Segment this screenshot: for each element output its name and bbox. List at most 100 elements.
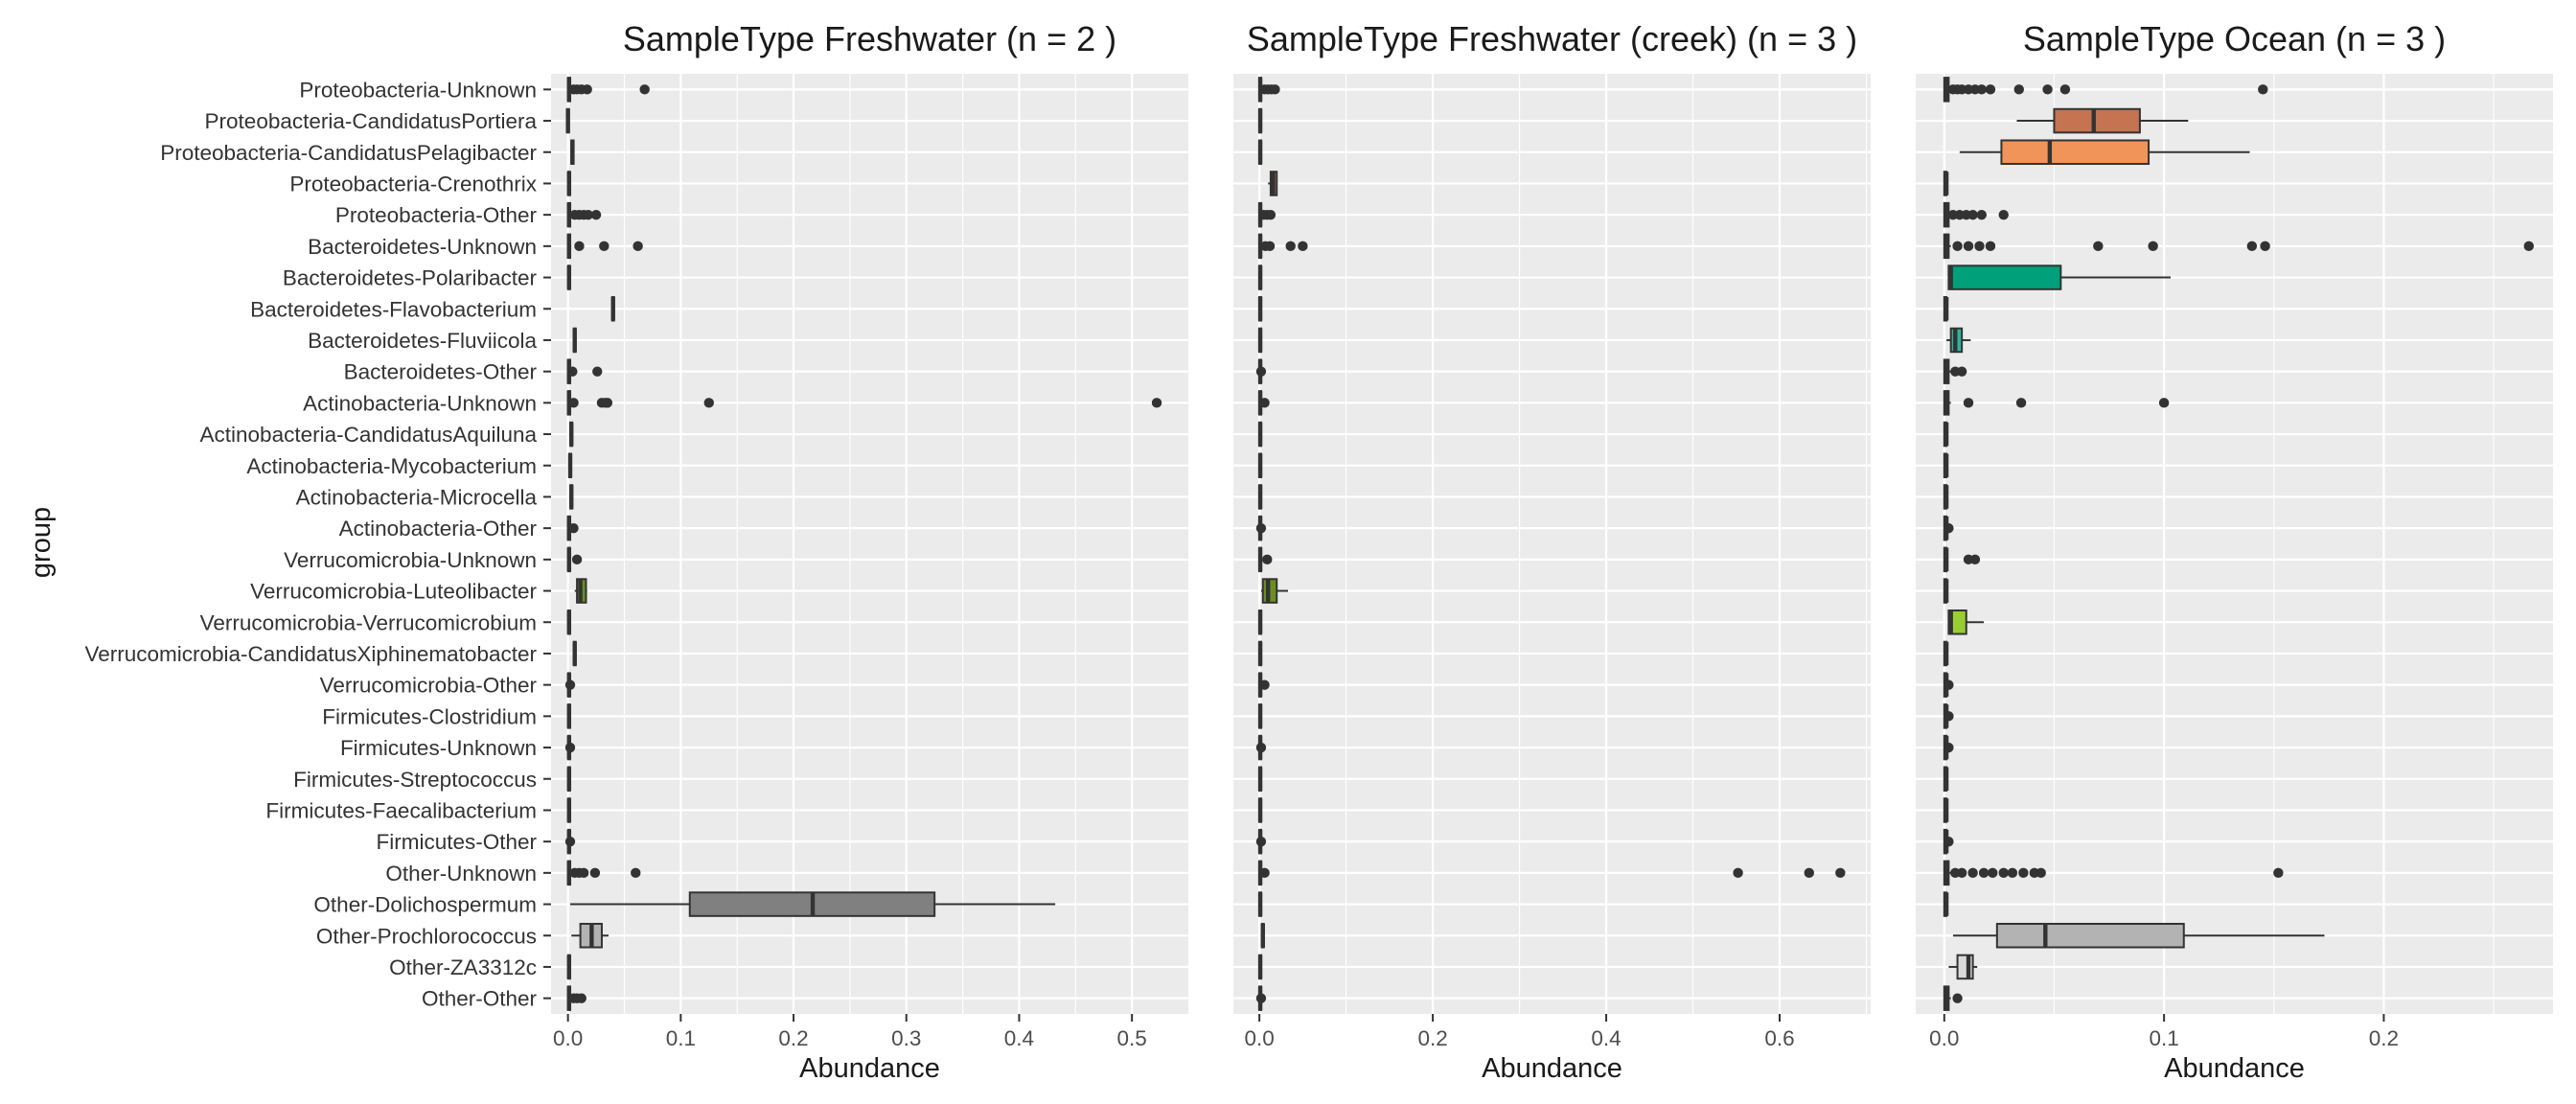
boxplot-bacteroidetes-unknown	[1943, 233, 2534, 260]
outlier-point	[568, 522, 579, 534]
boxplot-firmicutes-streptococcus	[1943, 766, 1949, 793]
outlier-point	[1988, 867, 1998, 879]
y-tick-label: Proteobacteria-CandidatusPortiera	[205, 109, 538, 133]
boxplot-actinobacteria-other	[566, 515, 579, 541]
outlier-point	[1733, 867, 1743, 879]
boxplot-actinobacteria-unknown	[1943, 390, 2170, 416]
outlier-point	[1151, 398, 1162, 408]
x-tick-label: 0.1	[2149, 1026, 2178, 1050]
boxplot-proteobacteria-unknown	[566, 77, 650, 103]
y-tick-label: Other-Prochlorococcus	[316, 924, 537, 948]
outlier-point	[2013, 84, 2024, 95]
outlier-point	[1255, 742, 1267, 753]
boxplot-proteobacteria-unknown	[1257, 77, 1280, 103]
boxplot-other-dolichospermum	[1943, 891, 1949, 917]
outlier-point	[1974, 241, 1985, 252]
outlier-point	[582, 84, 592, 95]
outlier-point	[1265, 209, 1276, 220]
x-tick-label: 0.0	[553, 1026, 583, 1050]
boxplot-actinobacteria-microcella	[1943, 484, 1949, 510]
facet-panels: SampleType Freshwater (n = 2 ) 0.0 0.1 0.2 0…	[551, 19, 2553, 1084]
x-tick-label: 0.0	[1929, 1026, 1959, 1050]
panel-background	[1233, 74, 1871, 1014]
outlier-point	[2036, 867, 2046, 879]
outlier-point	[1998, 867, 2009, 879]
boxplot-firmicutes-other	[1255, 828, 1267, 855]
facet-panel: SampleType Ocean (n = 3 ) 0.0 0.1 0.2 Abunda…	[1916, 19, 2553, 1084]
boxplot-other-za3312c	[566, 954, 572, 980]
x-tick-label: 0.3	[891, 1026, 921, 1050]
boxplot-other-unknown	[1257, 860, 1846, 886]
outlier-point	[576, 993, 586, 1003]
boxplot-proteobacteria-crenothrix	[1268, 171, 1278, 196]
outlier-point	[1835, 867, 1846, 879]
outlier-point	[1967, 867, 1978, 879]
boxplot-other-za3312c	[1257, 954, 1263, 980]
panel-title: SampleType Ocean (n = 3 )	[2023, 19, 2446, 58]
boxplot-bacteroidetes-fluviicola	[1257, 327, 1263, 354]
panel-title: SampleType Freshwater (creek) (n = 3 )	[1247, 19, 1857, 58]
y-tick-label: Actinobacteria-Unknown	[303, 391, 537, 415]
boxplot-bacteroidetes-unknown	[1257, 233, 1308, 260]
y-tick-label: Verrucomicrobia-Other	[320, 674, 538, 698]
x-tick-label: 0.2	[1417, 1026, 1447, 1050]
outlier-point	[1298, 241, 1308, 252]
boxplot-verrucomicrobia-luteolibacter	[1260, 578, 1288, 604]
y-tick-label: Other-ZA3312c	[389, 955, 537, 979]
outlier-point	[1262, 554, 1273, 565]
outlier-point	[2273, 867, 2284, 879]
boxplot-actinobacteria-mycobacterium	[1257, 452, 1263, 479]
boxplot-verrucomicrobia-candidatusxiphinematobacter	[1257, 640, 1263, 667]
outlier-point	[583, 209, 594, 220]
outlier-point	[2059, 84, 2071, 95]
y-tick-label: Other-Unknown	[385, 862, 537, 886]
outlier-point	[571, 554, 583, 565]
outlier-point	[564, 836, 576, 847]
boxplot-other-dolichospermum	[570, 891, 1056, 917]
boxplot-actinobacteria-microcella	[1257, 484, 1263, 510]
outlier-point	[1978, 867, 1990, 879]
outlier-point	[2260, 241, 2270, 252]
outlier-point	[1956, 366, 1967, 377]
outlier-point	[631, 867, 641, 879]
boxplot-other-other	[1943, 985, 1963, 1011]
outlier-point	[1259, 679, 1270, 690]
boxplot-firmicutes-streptococcus	[1257, 766, 1263, 793]
outlier-point	[2093, 241, 2104, 252]
box-iqr	[2053, 107, 2141, 134]
boxplot-verrucomicrobia-verrucomicrobium	[1947, 609, 1985, 635]
boxplot-other-prochlorococcus	[1260, 922, 1265, 949]
boxplot-firmicutes-clostridium	[1257, 703, 1263, 729]
facet-panel: SampleType Freshwater (creek) (n = 3 ) 0.…	[1233, 19, 1871, 1084]
outlier-point	[2258, 84, 2268, 95]
boxplot-other-za3312c	[1948, 954, 1978, 980]
boxplot-bacteroidetes-polaribacter	[1947, 264, 2171, 290]
outlier-point	[2148, 241, 2158, 252]
y-tick-label: Verrucomicrobia-CandidatusXiphinematobac…	[84, 642, 537, 666]
panel-title: SampleType Freshwater (n = 2 )	[623, 19, 1116, 58]
y-tick-label: Proteobacteria-Crenothrix	[289, 172, 537, 196]
outlier-point	[1944, 742, 1954, 753]
outlier-point	[1944, 836, 1954, 847]
outlier-point	[564, 742, 576, 753]
y-tick-label: Bacteroidetes-Other	[344, 360, 538, 384]
boxplot-proteobacteria-candidatusportiera	[2016, 107, 2189, 134]
boxplot-verrucomicrobia-other	[1943, 672, 1954, 698]
boxplot-proteobacteria-crenothrix	[566, 171, 572, 196]
outlier-point	[2246, 241, 2258, 252]
outlier-point	[1944, 522, 1954, 534]
boxplot-proteobacteria-other	[566, 201, 602, 228]
facet-panel: SampleType Freshwater (n = 2 ) 0.0 0.1 0.2 0…	[551, 19, 1188, 1084]
boxplot-firmicutes-other	[564, 828, 576, 855]
outlier-point	[1255, 993, 1267, 1003]
y-tick-label: Firmicutes-Other	[376, 830, 537, 854]
boxplot-other-dolichospermum	[1257, 891, 1263, 917]
y-tick-label: Actinobacteria-CandidatusAquiluna	[200, 423, 538, 447]
x-axis-title: Abundance	[799, 1053, 940, 1084]
y-tick-label: Actinobacteria-Mycobacterium	[246, 454, 537, 478]
boxplot-verrucomicrobia-unknown	[1943, 546, 1981, 573]
y-tick-label: Bacteroidetes-Fluviicola	[308, 329, 537, 353]
y-tick-label: Other-Dolichospermum	[313, 893, 537, 917]
outlier-point	[1255, 522, 1267, 534]
outlier-point	[574, 241, 585, 252]
